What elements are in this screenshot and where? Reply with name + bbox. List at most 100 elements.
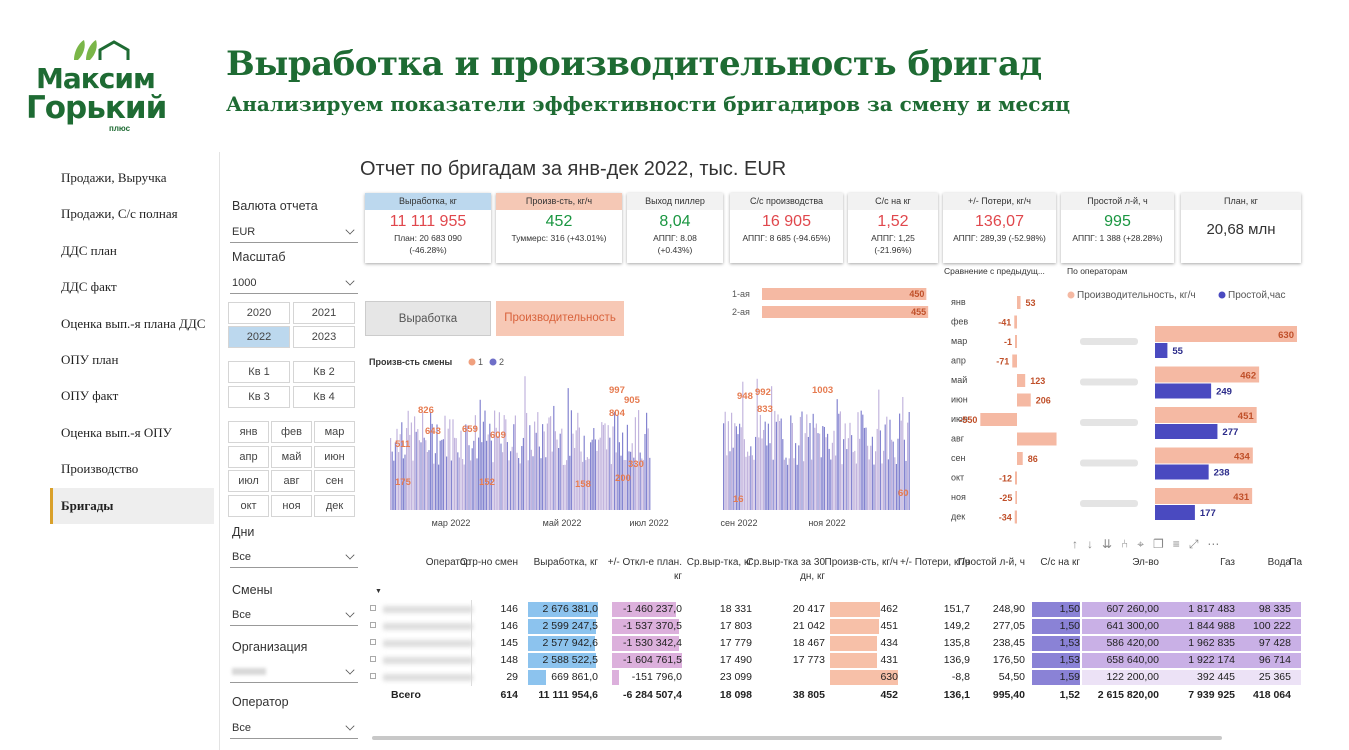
column-header[interactable]: Эл-во <box>1132 557 1159 568</box>
month-button[interactable]: июл <box>228 470 269 492</box>
currency-dropdown[interactable]: EUR <box>230 221 358 243</box>
nav-item[interactable]: Продажи, Выручка <box>61 170 167 185</box>
year-button[interactable]: 2022 <box>228 326 290 348</box>
month-button[interactable]: окт <box>228 494 269 517</box>
month-button[interactable]: апр <box>228 445 269 468</box>
table-cell: -1 460 237,0 <box>623 603 682 615</box>
year-button[interactable]: 2023 <box>293 326 355 348</box>
nav-item[interactable]: ОПУ факт <box>61 388 119 404</box>
month-button[interactable]: авг <box>271 470 312 492</box>
expand-icon[interactable] <box>370 605 376 611</box>
chart-bar <box>414 416 416 510</box>
expand-icon[interactable] <box>370 656 376 662</box>
days-dropdown[interactable]: Все <box>230 546 358 568</box>
chart-bar <box>849 422 851 510</box>
month-button[interactable]: фев <box>271 421 312 443</box>
chart-bar <box>903 439 905 510</box>
horizontal-scrollbar[interactable] <box>372 736 1222 740</box>
chart-bar <box>625 460 627 510</box>
days-label: Дни <box>232 525 255 539</box>
column-header[interactable]: С/с на кг <box>1040 557 1080 568</box>
scale-dropdown[interactable]: 1000 <box>230 272 358 294</box>
nav-item[interactable]: Оценка вып.-я плана ДДС <box>61 315 206 331</box>
expand-hierarchy-icon[interactable]: ⑃ <box>1121 537 1138 551</box>
toggle-output-button[interactable]: Выработка <box>365 301 491 336</box>
column-header[interactable]: +/- Потери, кг/ч <box>900 557 970 568</box>
downtime-value: 55 <box>1172 346 1183 357</box>
copy-icon[interactable]: ❐ <box>1153 537 1173 551</box>
month-button[interactable]: май <box>271 445 312 468</box>
chart-bar <box>546 423 548 510</box>
pin-icon[interactable]: ⌖ <box>1137 537 1154 551</box>
chart-bar <box>723 423 725 510</box>
table-row[interactable]: 29 669 861,0 -151 796,0 23 099 630 -8,8 54,50 1… <box>367 669 1302 686</box>
chart-bar <box>402 458 404 510</box>
nav-item[interactable]: ДДС факт <box>61 279 117 295</box>
column-header[interactable]: Па <box>1289 557 1302 568</box>
toggle-productivity-button[interactable]: Производительность <box>496 301 624 336</box>
nav-item[interactable]: Оценка вып.-я ОПУ <box>61 424 172 440</box>
quarter-button[interactable]: Кв 3 <box>228 386 290 408</box>
table-row[interactable]: 146 2 599 247,5 -1 537 370,5 17 803 21 042 45… <box>367 618 1302 635</box>
year-button[interactable]: 2020 <box>228 302 290 324</box>
shifts-dropdown[interactable]: Все <box>230 604 358 626</box>
sort-caret-icon[interactable]: ▼ <box>375 588 382 595</box>
column-header[interactable]: Ср.выр-тка за 30 дн, кг <box>746 557 825 582</box>
column-header[interactable]: Оператор <box>425 557 471 568</box>
nav-item[interactable]: Бригады <box>50 487 214 524</box>
nav-item[interactable]: ОПУ план <box>61 351 119 367</box>
chart-bar <box>508 460 510 510</box>
quarter-button[interactable]: Кв 2 <box>293 361 355 383</box>
chart-bar <box>759 414 761 510</box>
month-label: май <box>951 375 967 385</box>
focus-mode-icon[interactable]: ⤢ <box>1188 537 1208 551</box>
column-header[interactable]: +/- Откл-е план. кг <box>607 557 682 582</box>
chart-bar <box>827 433 829 510</box>
table-row[interactable]: 148 2 588 522,5 -1 604 761,5 17 490 17 773 43… <box>367 652 1302 669</box>
quarter-button[interactable]: Кв 1 <box>228 361 290 383</box>
month-button[interactable]: ноя <box>271 494 312 517</box>
nav-item[interactable]: ДДС план <box>61 242 117 258</box>
chart-bar <box>583 435 585 510</box>
kpi-card: С/с на кг 1,52 АППГ: 1,25 (-21.96%) <box>848 193 938 263</box>
filter-icon[interactable]: ≡ <box>1172 537 1189 551</box>
nav-item[interactable]: Производство <box>61 461 139 477</box>
table-row[interactable]: 145 2 577 942,6 -1 530 342,4 17 779 18 467 43… <box>367 635 1302 652</box>
operator-dropdown[interactable]: Все <box>230 717 358 739</box>
month-button[interactable]: сен <box>314 470 355 492</box>
chart-bar <box>569 455 571 510</box>
downtime-value: 277 <box>1222 427 1238 438</box>
chevron-down-icon <box>345 665 355 675</box>
expand-icon[interactable] <box>370 639 376 645</box>
column-header[interactable]: Вода <box>1267 557 1291 568</box>
table-cell: 135,8 <box>943 637 970 649</box>
chart-bar <box>582 461 584 510</box>
column-header[interactable]: Отр-но смен <box>459 557 518 568</box>
column-header[interactable]: Газ <box>1220 557 1235 568</box>
shift-bar-chart: 1-ая 450 2-ая 455 <box>732 288 929 318</box>
month-button[interactable]: янв <box>228 421 269 443</box>
data-label: 643 <box>425 426 441 437</box>
chart-bar <box>796 464 798 510</box>
year-button[interactable]: 2021 <box>293 302 355 324</box>
month-button[interactable]: дек <box>314 494 355 517</box>
expand-icon[interactable] <box>370 622 376 628</box>
drill-down-icon[interactable]: ⇊ <box>1102 537 1122 551</box>
chart-bar <box>618 442 620 510</box>
column-header[interactable]: Произв-сть, кг/ч <box>824 557 898 568</box>
table-cell: 122 200,00 <box>1106 671 1159 683</box>
more-options-icon[interactable]: ⋯ <box>1207 537 1229 551</box>
month-button[interactable]: июн <box>314 445 355 468</box>
org-dropdown[interactable] <box>230 661 358 683</box>
nav-item[interactable]: Продажи, С/с полная <box>61 206 178 222</box>
column-header[interactable]: Ср.выр-тка, кг <box>686 557 752 568</box>
month-button[interactable]: мар <box>314 421 355 443</box>
sort-down-icon[interactable]: ↓ <box>1087 537 1102 551</box>
column-header[interactable]: Выработка, кг <box>533 557 598 568</box>
table-cell: 145 <box>500 637 518 649</box>
table-row[interactable]: 146 2 676 381,0 -1 460 237,0 18 331 20 417 46… <box>367 601 1302 618</box>
column-header[interactable]: Простой л-й, ч <box>957 557 1025 568</box>
sort-up-icon[interactable]: ↑ <box>1072 537 1087 551</box>
quarter-button[interactable]: Кв 4 <box>293 386 355 408</box>
expand-icon[interactable] <box>370 673 376 679</box>
